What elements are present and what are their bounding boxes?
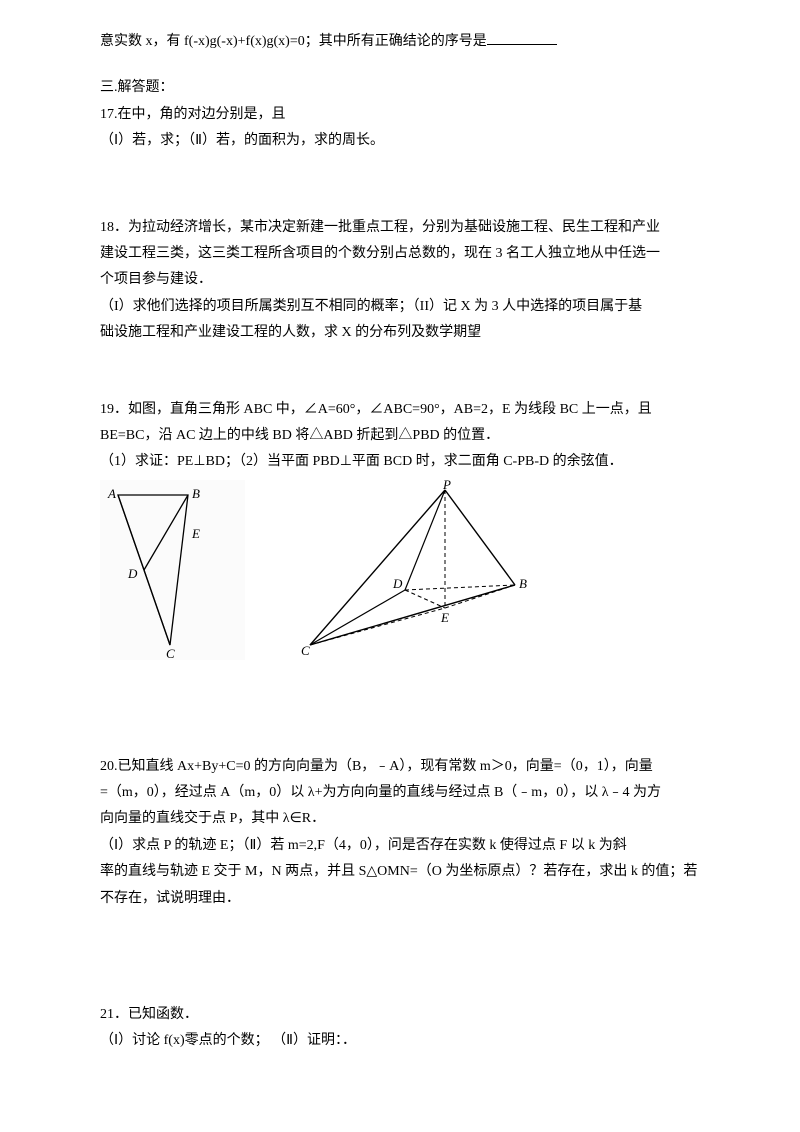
top-continuation: 意实数 x，有 f(-x)g(-x)+f(x)g(x)=0；其中所有正确结论的序… <box>100 30 700 53</box>
q21-line1: 21．已知函数． <box>100 1004 700 1026</box>
q19-line2: BE=BC，沿 AC 边上的中线 BD 将△ABD 折起到△PBD 的位置． <box>100 425 700 447</box>
q18-line1: 18．为拉动经济增长，某市决定新建一批重点工程，分别为基础设施工程、民生工程和产… <box>100 217 700 239</box>
q18-line4: （I）求他们选择的项目所属类别互不相同的概率；（II）记 X 为 3 人中选择的… <box>100 296 700 318</box>
label-B2: B <box>519 576 527 591</box>
q19-figure-right: P B C D E <box>295 480 535 660</box>
label-E2: E <box>440 610 449 625</box>
q17-line2: （Ⅰ）若，求；（Ⅱ）若，的面积为，求的周长。 <box>100 130 700 152</box>
q20-line6: 不存在，试说明理由． <box>100 888 700 910</box>
label-C2: C <box>301 643 310 658</box>
q20-line2: =（m，0），经过点 A（m，0）以 λ+为方向向量的直线与经过点 B（﹣m，0… <box>100 782 700 804</box>
q19-figures: A B C D E P B C D E <box>100 480 700 660</box>
label-A: A <box>107 486 116 501</box>
q20-line4: （Ⅰ）求点 P 的轨迹 E；（Ⅱ）若 m=2,F（4，0），问是否存在实数 k … <box>100 835 700 857</box>
q20-line1: 20.已知直线 Ax+By+C=0 的方向向量为（B，﹣A），现有常数 m＞0，… <box>100 756 700 778</box>
label-D: D <box>127 566 138 581</box>
q18-line2: 建设工程三类，这三类工程所含项目的个数分别占总数的，现在 3 名工人独立地从中任… <box>100 243 700 265</box>
label-E: E <box>191 526 200 541</box>
blank-underline <box>487 30 557 45</box>
q18-line5: 础设施工程和产业建设工程的人数，求 X 的分布列及数学期望 <box>100 322 700 344</box>
section3-heading: 三.解答题： <box>100 77 700 99</box>
label-B: B <box>192 486 200 501</box>
label-P: P <box>442 480 451 492</box>
label-D2: D <box>392 576 403 591</box>
q19-figure-left: A B C D E <box>100 480 245 660</box>
q20-line5: 率的直线与轨迹 E 交于 M，N 两点，并且 S△OMN=（O 为坐标原点）？若… <box>100 861 700 883</box>
q19-line1: 19．如图，直角三角形 ABC 中，∠A=60°，∠ABC=90°，AB=2，E… <box>100 399 700 421</box>
label-C: C <box>166 646 175 660</box>
q18-line3: 个项目参与建设． <box>100 269 700 291</box>
q20-line3: 向向量的直线交于点 P，其中 λ∈R． <box>100 808 700 830</box>
q17-line1: 17.在中，角的对边分别是，且 <box>100 104 700 126</box>
q19-line3: （1）求证：PE⊥BD；（2）当平面 PBD⊥平面 BCD 时，求二面角 C‐P… <box>100 451 700 473</box>
top-text: 意实数 x，有 f(-x)g(-x)+f(x)g(x)=0；其中所有正确结论的序… <box>100 34 487 49</box>
q21-line2: （Ⅰ）讨论 f(x)零点的个数； （Ⅱ）证明：． <box>100 1030 700 1052</box>
